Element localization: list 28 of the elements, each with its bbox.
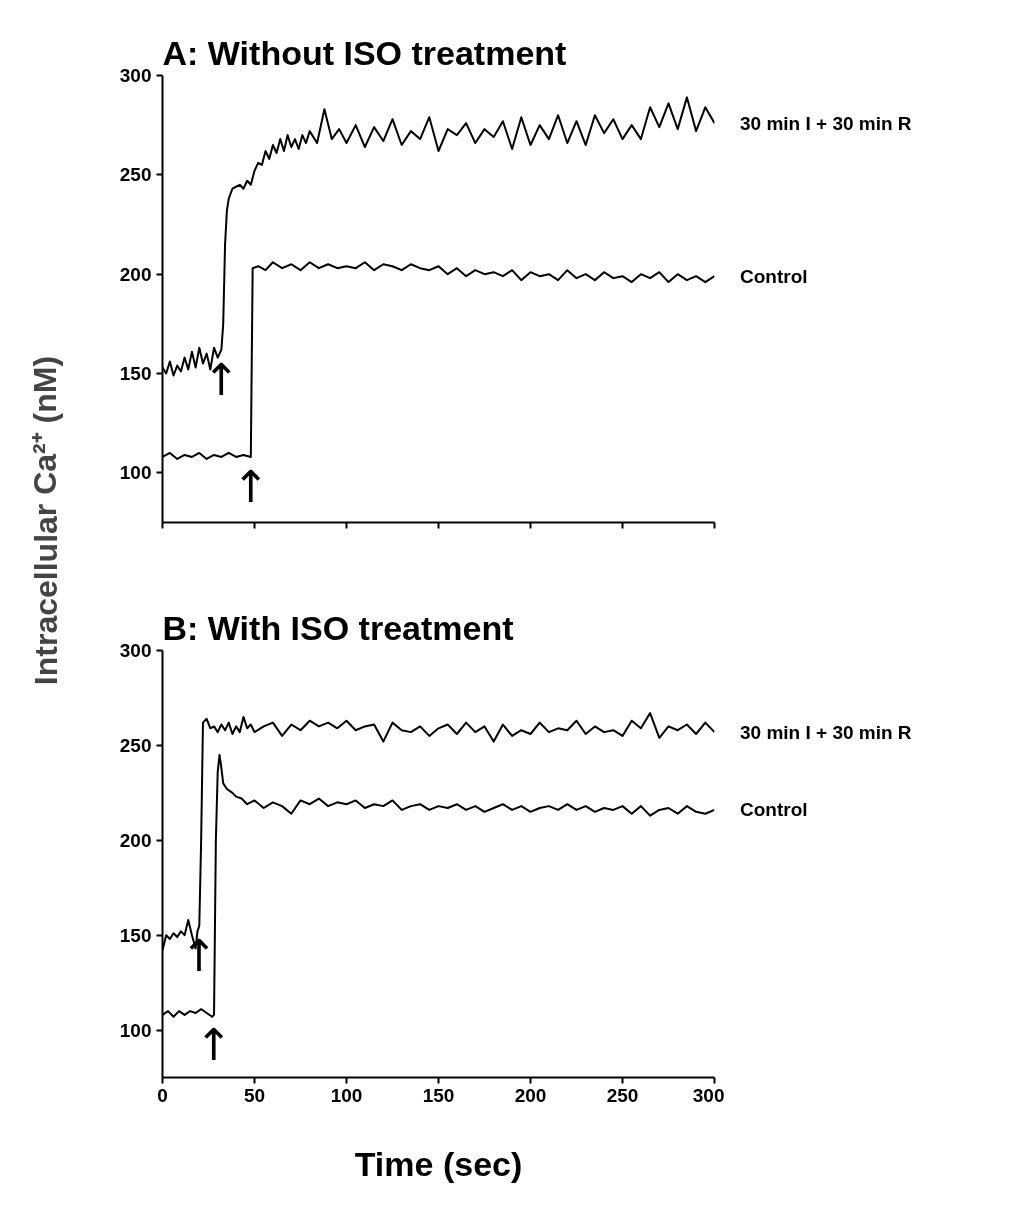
y-tick-label: 150: [119, 363, 152, 384]
y-tick-label: 200: [119, 263, 152, 285]
x-tick-label: 150: [422, 1084, 455, 1106]
y-tick-label: 300: [119, 640, 152, 661]
x-tick-label: 0: [157, 1084, 168, 1106]
y-tick-label: 100: [119, 1019, 152, 1041]
x-tick-label: 200: [514, 1084, 547, 1106]
annotation: ↑: [195, 1018, 233, 1070]
series-label: Control: [740, 265, 808, 287]
y-tick-label: 150: [119, 924, 152, 946]
x-tick-label: 300: [692, 1084, 725, 1106]
y-tick-label: 300: [119, 65, 152, 86]
y-tick-label: 200: [119, 829, 152, 851]
annotation: ↑: [202, 353, 240, 405]
x-tick-label: 100: [330, 1084, 363, 1106]
series-label: 30 min I + 30 min R: [740, 112, 912, 134]
y-tick-label: 250: [119, 164, 152, 186]
x-tick-label: 250: [606, 1084, 639, 1106]
y-axis-title: Intracellular Ca²⁺ (nM): [27, 355, 64, 686]
annotation: ↑: [232, 460, 270, 512]
series-label: Control: [740, 799, 808, 821]
x-axis-title: Time (sec): [354, 1144, 523, 1183]
chart-title: B: With ISO treatment: [162, 608, 514, 647]
chart-title: A: Without ISO treatment: [162, 33, 567, 72]
x-tick-label: 50: [243, 1084, 266, 1106]
series-label: 30 min I + 30 min R: [740, 721, 912, 743]
y-tick-label: 100: [119, 462, 152, 484]
y-tick-label: 250: [119, 734, 152, 756]
